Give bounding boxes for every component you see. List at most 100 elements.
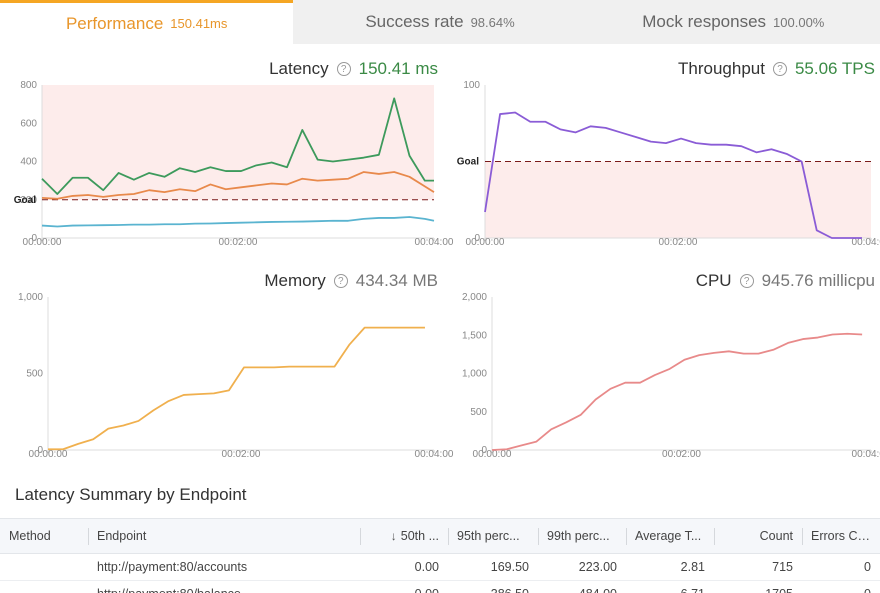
y-tick-label: 0 <box>474 233 480 244</box>
column-header-endpoint[interactable]: Endpoint <box>88 518 360 554</box>
tab-value: 100.00% <box>773 14 825 30</box>
cell-average: 2.81 <box>626 553 714 581</box>
help-icon[interactable]: ? <box>333 274 348 288</box>
latency-value: 150.41 ms <box>358 59 438 78</box>
help-icon[interactable]: ? <box>336 62 351 76</box>
cell-count: 715 <box>714 553 802 581</box>
x-tick-label: 00:02:00 <box>222 449 261 460</box>
x-tick-label: 00:00:00 <box>473 449 512 460</box>
y-tick-label: 1,000 <box>462 369 487 380</box>
table-header-row: Method Endpoint ↓ 50th ... 95th perc... 9… <box>0 518 880 554</box>
column-header-average[interactable]: Average T... <box>626 518 714 554</box>
cell-endpoint: http://payment:80/balance <box>88 580 360 593</box>
y-tick-label: 800 <box>20 80 37 91</box>
cell-average: 6.71 <box>626 580 714 593</box>
y-tick-label: 1,500 <box>462 330 487 341</box>
cell-95th: 169.50 <box>448 553 538 581</box>
cell-50th: 0.00 <box>360 580 448 593</box>
tab-performance[interactable]: Performance 150.41ms <box>0 0 294 44</box>
cell-50th: 0.00 <box>360 553 448 581</box>
x-tick-label: 00:00:00 <box>29 449 68 460</box>
cell-99th: 223.00 <box>538 553 626 581</box>
y-tick-label: 0 <box>31 233 37 244</box>
table-row[interactable]: http://payment:80/accounts 0.00 169.50 2… <box>0 553 880 581</box>
help-icon[interactable]: ? <box>772 62 787 76</box>
y-tick-label: 0 <box>37 445 43 456</box>
cpu-title: CPU <box>695 271 732 290</box>
latency-header: Latency ? 150.41 ms <box>269 59 438 79</box>
series-line-0 <box>484 111 862 239</box>
y-tick-label: 2,000 <box>462 292 487 303</box>
cell-errors: 0 <box>802 580 880 593</box>
x-tick-label: 00:04:00 <box>415 449 454 460</box>
latency-panel: Latency ? 150.41 ms 800 600 400 200 0 00:00:0… <box>8 59 454 259</box>
column-header-count[interactable]: Count <box>714 518 802 554</box>
x-tick-label: 00:02:00 <box>659 237 698 248</box>
tab-success-rate[interactable]: Success rate 98.64% <box>293 0 587 44</box>
tab-bar: Performance 150.41ms Success rate 98.64%… <box>0 0 880 44</box>
tab-label: Success rate <box>365 12 464 31</box>
y-tick-label: 500 <box>470 407 487 418</box>
goal-zone <box>485 161 871 238</box>
tab-label: Mock responses <box>642 12 767 31</box>
throughput-header: Throughput ? 55.06 TPS <box>678 59 875 79</box>
column-header-99th[interactable]: 99th perc... <box>538 518 626 554</box>
column-header-method[interactable]: Method <box>0 518 88 554</box>
goal-zone <box>42 85 434 200</box>
memory-panel: Memory ? 434.34 MB 1,000 500 0 00:00:00 00:0… <box>8 271 454 471</box>
cell-errors: 0 <box>802 553 880 581</box>
goal-label: Goal <box>14 195 36 206</box>
help-icon[interactable]: ? <box>739 274 754 288</box>
y-tick-label: 1,000 <box>18 292 43 303</box>
cell-endpoint: http://payment:80/accounts <box>88 553 360 581</box>
cpu-header: CPU ? 945.76 millicpu <box>696 271 875 291</box>
cpu-chart: 2,000 1,500 1,000 500 000:00:00 00:02:00 00:04… <box>462 292 880 460</box>
series-line-0 <box>491 332 863 451</box>
x-tick-label: 00:04:00 <box>415 237 454 248</box>
x-tick-label: 00:02:00 <box>219 237 258 248</box>
cell-count: 1705 <box>714 580 802 593</box>
tab-label: Performance <box>65 13 164 33</box>
y-tick-label: 600 <box>20 118 37 129</box>
series-line-0 <box>48 326 425 451</box>
series-line-0 <box>41 97 434 195</box>
throughput-chart: 100 000:00:00 00:02:00 00:04:00 Goal <box>457 80 880 248</box>
throughput-title: Throughput <box>678 59 765 78</box>
goal-label: Goal <box>457 157 479 168</box>
y-tick-label: 500 <box>26 369 43 380</box>
cpu-panel: CPU ? 945.76 millicpu 2,000 1,500 1,000 500… <box>450 271 880 471</box>
x-tick-label: 00:04:00 <box>852 237 880 248</box>
cell-95th: 386.50 <box>448 580 538 593</box>
cpu-value: 945.76 millicpu <box>761 271 875 290</box>
throughput-panel: Throughput ? 55.06 TPS 100 0 00:00:00 00:02… <box>450 59 880 259</box>
memory-chart: 1,000 500 000:00:00 00:02:00 00:04:00 <box>18 292 454 460</box>
latency-chart: 800 600 400 200 000:00:00 00:02:00 00:04:00 Goa… <box>14 80 454 248</box>
series-line-2 <box>41 216 435 228</box>
sort-down-icon[interactable]: ↓ <box>390 529 397 543</box>
cell-99th: 484.00 <box>538 580 626 593</box>
cell-method <box>0 553 88 581</box>
y-tick-label: 0 <box>481 445 487 456</box>
column-header-50th[interactable]: ↓ 50th ... <box>360 518 448 554</box>
summary-title: Latency Summary by Endpoint <box>15 485 247 504</box>
column-header-errors[interactable]: Errors Co... <box>802 518 880 554</box>
tab-mock-responses[interactable]: Mock responses 100.00% <box>586 0 880 44</box>
memory-title: Memory <box>264 271 326 290</box>
series-line-1 <box>41 171 435 200</box>
memory-header: Memory ? 434.34 MB <box>264 271 438 291</box>
latency-summary-table: Method Endpoint ↓ 50th ... 95th perc... 9… <box>0 518 880 593</box>
throughput-value: 55.06 TPS <box>794 59 875 78</box>
y-tick-label: 200 <box>20 195 37 206</box>
column-header-label: 50th ... <box>400 529 439 543</box>
tab-value: 150.41ms <box>170 16 228 31</box>
x-tick-label: 00:00:00 <box>466 237 505 248</box>
x-tick-label: 00:02:00 <box>662 449 701 460</box>
column-header-95th[interactable]: 95th perc... <box>448 518 538 554</box>
x-tick-label: 00:00:00 <box>23 237 62 248</box>
y-tick-label: 100 <box>463 80 480 91</box>
latency-title: Latency <box>269 59 329 78</box>
table-row[interactable]: http://payment:80/balance 0.00 386.50 48… <box>0 580 880 593</box>
memory-value: 434.34 MB <box>355 271 438 290</box>
y-tick-label: 400 <box>20 157 37 168</box>
cell-method <box>0 580 88 593</box>
